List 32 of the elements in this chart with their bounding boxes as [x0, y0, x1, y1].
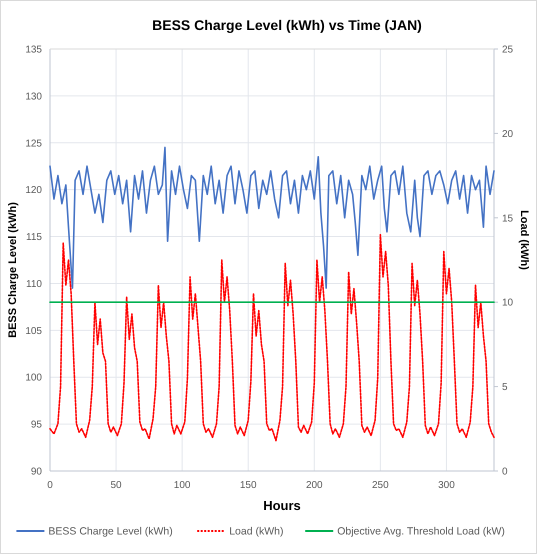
- x-tick-label: 300: [438, 480, 456, 491]
- x-tick-label: 200: [306, 480, 324, 491]
- x-tick-label: 150: [240, 480, 257, 491]
- y2-axis-title: Load (kWh): [518, 210, 530, 270]
- legend-label: Objective Avg. Threshold Load (kW): [337, 526, 505, 538]
- y-axis-title: BESS Charge Level (kWh): [7, 202, 19, 338]
- y2-tick-label: 0: [502, 466, 508, 478]
- y-tick-label: 95: [30, 420, 42, 431]
- legend-label: Load (kWh): [229, 526, 284, 538]
- y-tick-label: 105: [25, 326, 42, 337]
- y2-tick-label: 25: [502, 44, 514, 56]
- chart-title: BESS Charge Level (kWh) vs Time (JAN): [152, 17, 422, 33]
- y2-tick-label: 10: [502, 298, 514, 309]
- x-tick-label: 0: [47, 480, 54, 491]
- x-axis-title: Hours: [263, 498, 301, 513]
- y-tick-label: 120: [25, 185, 42, 196]
- x-tick-label: 250: [372, 480, 390, 491]
- y-tick-label: 135: [25, 44, 42, 56]
- y2-tick-label: 15: [502, 213, 514, 224]
- y-tick-label: 110: [26, 278, 42, 290]
- y-tick-label: 130: [25, 91, 42, 102]
- y2-tick-label: 20: [502, 128, 514, 140]
- y-tick-label: 100: [25, 372, 42, 384]
- y-tick-label: 125: [25, 138, 42, 150]
- y-tick-label: 90: [30, 466, 42, 478]
- y-tick-label: 115: [26, 232, 42, 244]
- y2-tick-label: 5: [502, 382, 508, 394]
- line-series: [49, 234, 495, 442]
- line-series: [49, 146, 495, 289]
- x-tick-label: 50: [110, 480, 122, 491]
- legend-label: BESS Charge Level (kWh): [48, 526, 173, 538]
- x-tick-label: 100: [174, 480, 191, 491]
